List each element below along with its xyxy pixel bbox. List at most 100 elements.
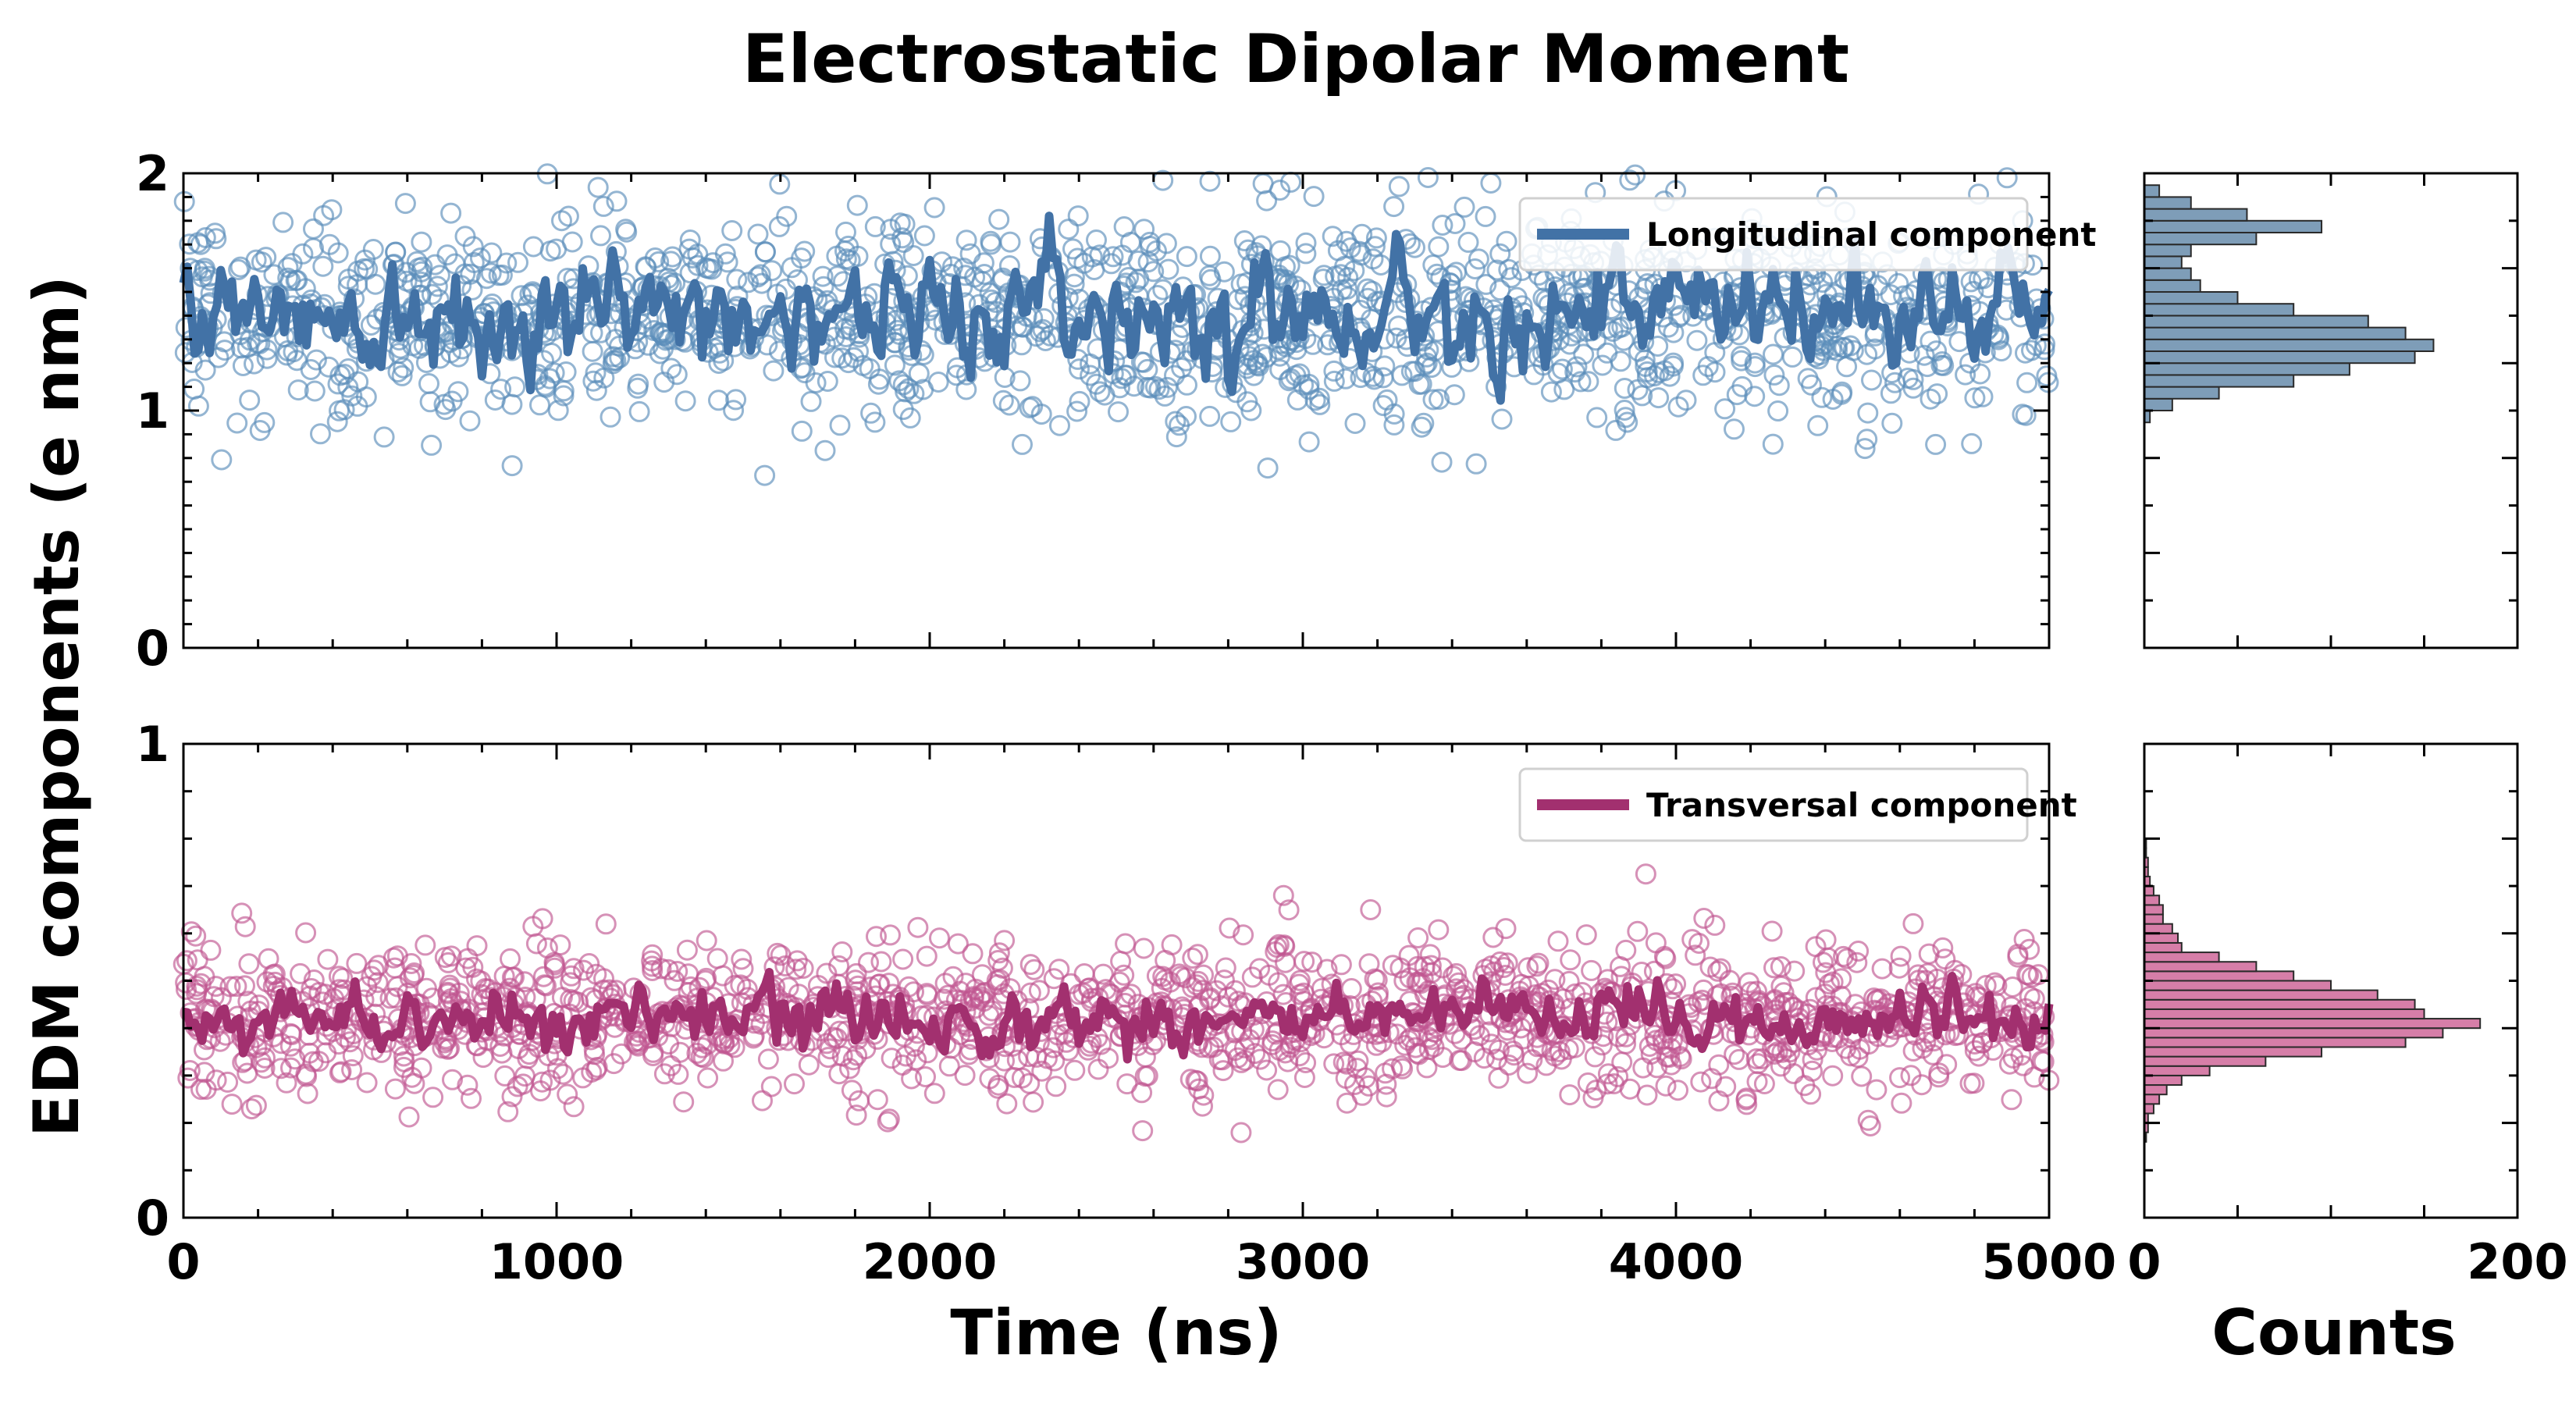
scatter-point: [1375, 1086, 1397, 1108]
scatter-point: [864, 215, 886, 237]
scatter-point: [286, 269, 308, 291]
scatter-point: [1610, 350, 1631, 372]
scatter-point: [1807, 414, 1829, 436]
scatter-point: [947, 933, 969, 955]
scatter-point: [1724, 418, 1745, 440]
scatter-point: [231, 902, 253, 924]
scatter-point: [678, 238, 700, 260]
scatter-point: [1762, 433, 1784, 455]
scatter-point: [615, 219, 637, 240]
scatter-point: [988, 208, 1010, 230]
scatter-point: [1632, 1057, 1654, 1079]
scatter-point: [1636, 1084, 1658, 1106]
scatter-point: [1219, 917, 1240, 939]
scatter-point: [1169, 414, 1190, 436]
scatter-point: [1986, 975, 2008, 997]
scatter-point: [578, 953, 600, 974]
scatter-point: [1927, 383, 1948, 405]
scatter-point: [1667, 396, 1689, 418]
scatter-point: [1383, 196, 1405, 218]
scatter-point: [1006, 1049, 1028, 1071]
scatter-point: [727, 285, 749, 307]
histogram-bar: [2144, 1094, 2161, 1105]
scatter-point: [1078, 977, 1099, 999]
scatter-point: [906, 1049, 927, 1071]
scatter-point: [1019, 954, 1041, 976]
scatter-point: [1663, 322, 1685, 343]
scatter-point: [1237, 239, 1259, 261]
scatter-point: [469, 247, 491, 269]
scatter-point: [586, 1057, 608, 1078]
scatter-point: [1019, 1072, 1041, 1094]
scatter-point: [373, 426, 395, 448]
scatter-point: [1890, 945, 1912, 967]
scatter-point: [1108, 401, 1129, 423]
scatter-point: [1199, 405, 1221, 427]
scatter-point: [907, 916, 929, 938]
scatter-point: [480, 262, 502, 284]
scatter-point: [877, 1111, 898, 1133]
scatter-point: [1140, 377, 1162, 399]
scatter-point: [501, 1086, 523, 1108]
y-axis-label: EDM components (e nm): [20, 276, 93, 1137]
scatter-point: [1224, 980, 1246, 1001]
scatter-point: [187, 395, 209, 417]
histogram-bar: [2144, 1027, 2444, 1039]
scatter-point: [902, 245, 924, 266]
scatter-point: [391, 365, 413, 386]
scatter-point: [313, 205, 335, 226]
scatter-point: [1289, 363, 1311, 385]
scatter-point: [1692, 979, 1714, 1001]
scatter-point: [835, 221, 856, 243]
scatter-point: [627, 1035, 649, 1057]
scatter-point: [329, 1062, 350, 1083]
scatter-point: [1407, 955, 1429, 977]
scatter-point: [1344, 1074, 1365, 1095]
scatter-point: [949, 980, 971, 1002]
scatter-point: [365, 273, 386, 295]
scatter-point: [1763, 1035, 1785, 1057]
scatter-point: [1961, 432, 1983, 454]
scatter-point: [1668, 307, 1690, 329]
scatter-point: [1636, 361, 1658, 382]
smoothed-line: [183, 968, 2054, 1064]
scatter-point: [299, 1042, 321, 1064]
scatter-point: [1489, 279, 1511, 301]
scatter-point: [481, 242, 503, 264]
scatter-point: [1457, 231, 1479, 253]
scatter-point: [1375, 1062, 1397, 1084]
scatter-point: [1113, 216, 1135, 237]
scatter-point: [1429, 389, 1450, 410]
scatter-point: [1822, 389, 1844, 410]
scatter-point: [819, 1038, 841, 1060]
scatter-point: [494, 1065, 516, 1087]
scatter-point: [747, 223, 769, 245]
scatter-point: [1407, 927, 1429, 948]
scatter-point: [454, 226, 476, 247]
scatter-point: [297, 1083, 318, 1104]
scatter-point: [848, 1090, 870, 1112]
scatter-point: [866, 1089, 888, 1111]
scatter-point: [1416, 1057, 1438, 1079]
scatter-point: [1347, 1050, 1369, 1072]
scatter-point: [713, 1050, 734, 1072]
scatter-point: [792, 958, 814, 979]
scatter-point: [346, 952, 368, 974]
scatter-point: [723, 400, 745, 422]
scatter-point: [606, 190, 628, 212]
scatter-point: [459, 410, 481, 432]
scatter-point: [318, 233, 340, 255]
scatter-point: [1176, 374, 1197, 396]
scatter-point: [1092, 963, 1114, 985]
scatter-point: [557, 1083, 578, 1105]
scatter-point: [657, 959, 679, 980]
scatter-point: [279, 1023, 301, 1044]
scatter-point: [1685, 944, 1706, 966]
scatter-point: [1830, 985, 1852, 1007]
scatter-point: [1182, 976, 1204, 998]
scatter-point: [1067, 348, 1089, 370]
scatter-point: [1465, 453, 1487, 475]
scatter-point: [962, 986, 984, 1008]
scatter-point: [667, 961, 688, 982]
